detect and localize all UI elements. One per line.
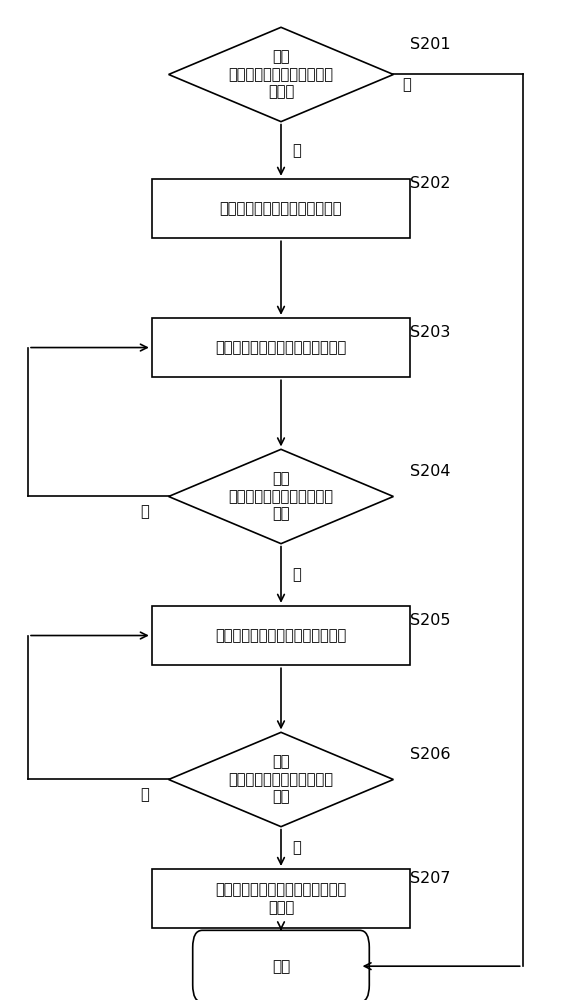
Text: 否: 否 <box>140 787 149 802</box>
Text: S203: S203 <box>410 325 451 340</box>
Text: S205: S205 <box>410 613 451 628</box>
FancyBboxPatch shape <box>152 606 410 665</box>
Text: S206: S206 <box>410 747 451 762</box>
Text: 否: 否 <box>140 504 149 519</box>
Text: 生成第二个待启动风机的启动信号: 生成第二个待启动风机的启动信号 <box>215 628 347 643</box>
Text: 判断
是否需要启动多风机系统中
的风机: 判断 是否需要启动多风机系统中 的风机 <box>229 50 333 99</box>
Text: S201: S201 <box>410 37 451 52</box>
Text: S202: S202 <box>410 176 451 191</box>
FancyBboxPatch shape <box>152 869 410 928</box>
Text: 获取多个待启动风机的启动时序: 获取多个待启动风机的启动时序 <box>220 201 342 216</box>
FancyBboxPatch shape <box>193 930 369 1000</box>
Text: S207: S207 <box>410 871 451 886</box>
Text: 是: 是 <box>292 840 301 855</box>
Text: 检测
第一个待启动风机是否成功
启动: 检测 第一个待启动风机是否成功 启动 <box>229 472 333 521</box>
Text: 否: 否 <box>402 77 411 92</box>
Polygon shape <box>169 732 393 827</box>
Text: 依次启动多风机系统中其他的待启
动风机: 依次启动多风机系统中其他的待启 动风机 <box>215 882 347 915</box>
FancyBboxPatch shape <box>152 179 410 238</box>
Polygon shape <box>169 27 393 122</box>
Text: 检测
第二个待启动风机是否成功
启动: 检测 第二个待启动风机是否成功 启动 <box>229 755 333 804</box>
Polygon shape <box>169 449 393 544</box>
Text: 是: 是 <box>292 143 301 158</box>
Text: 结束: 结束 <box>272 959 290 974</box>
FancyBboxPatch shape <box>152 318 410 377</box>
Text: 是: 是 <box>292 567 301 582</box>
Text: S204: S204 <box>410 464 451 479</box>
Text: 生成第一个待启动风机的启动信号: 生成第一个待启动风机的启动信号 <box>215 340 347 355</box>
